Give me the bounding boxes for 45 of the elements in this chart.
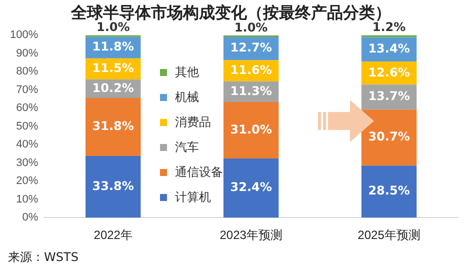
data-label: 11.8% (92, 40, 134, 54)
y-tick-label: 90% (16, 47, 38, 60)
y-tick-label: 20% (16, 175, 38, 188)
data-label: 11.5% (92, 60, 134, 75)
legend-label: 其他 (175, 64, 199, 81)
y-tick-label: 50% (16, 120, 38, 132)
legend-label: 计算机 (175, 189, 211, 206)
data-label: 30.7% (368, 130, 410, 144)
bar (223, 158, 279, 218)
bar (223, 102, 279, 159)
y-tick-label: 70% (16, 84, 38, 96)
data-label: 1.0% (96, 20, 130, 34)
bar (361, 166, 417, 218)
data-label: 28.5% (368, 184, 410, 198)
bar (86, 98, 141, 156)
y-tick-label: 80% (16, 66, 38, 78)
x-tick-label: 2023年预测 (220, 228, 282, 242)
source-note: 来源：WSTS (8, 249, 78, 266)
data-label: 11.6% (230, 62, 272, 77)
data-label: 33.8% (92, 178, 134, 193)
data-label: 32.4% (230, 180, 272, 194)
y-tick-label: 40% (16, 138, 38, 151)
data-label: 12.7% (230, 40, 272, 55)
data-label: 13.4% (368, 42, 410, 56)
x-tick-label: 2022年 (94, 228, 132, 242)
data-label: 31.0% (230, 122, 272, 136)
y-tick-label: 30% (16, 156, 38, 169)
data-label: 31.8% (92, 119, 134, 134)
legend-label: 消费品 (175, 114, 211, 131)
data-label: 1.2% (372, 20, 406, 34)
data-label: 12.6% (368, 65, 410, 80)
chart-title: 全球半导体市场构成变化（按最终产品分类） (70, 2, 391, 22)
y-tick-label: 10% (16, 193, 38, 206)
legend-label: 机械 (175, 89, 199, 106)
x-tick-label: 2025年预测 (358, 228, 420, 242)
bar (86, 156, 141, 218)
legend-label: 汽车 (175, 139, 199, 156)
legend-label: 通信设备 (175, 164, 223, 181)
data-label: 11.3% (230, 84, 272, 98)
y-tick-label: 60% (16, 102, 38, 114)
y-tick-label: 100% (10, 29, 38, 42)
y-tick-label: 0% (22, 212, 38, 224)
data-label: 1.0% (234, 20, 268, 34)
data-label: 10.2% (92, 80, 134, 95)
data-label: 13.7% (368, 89, 410, 104)
